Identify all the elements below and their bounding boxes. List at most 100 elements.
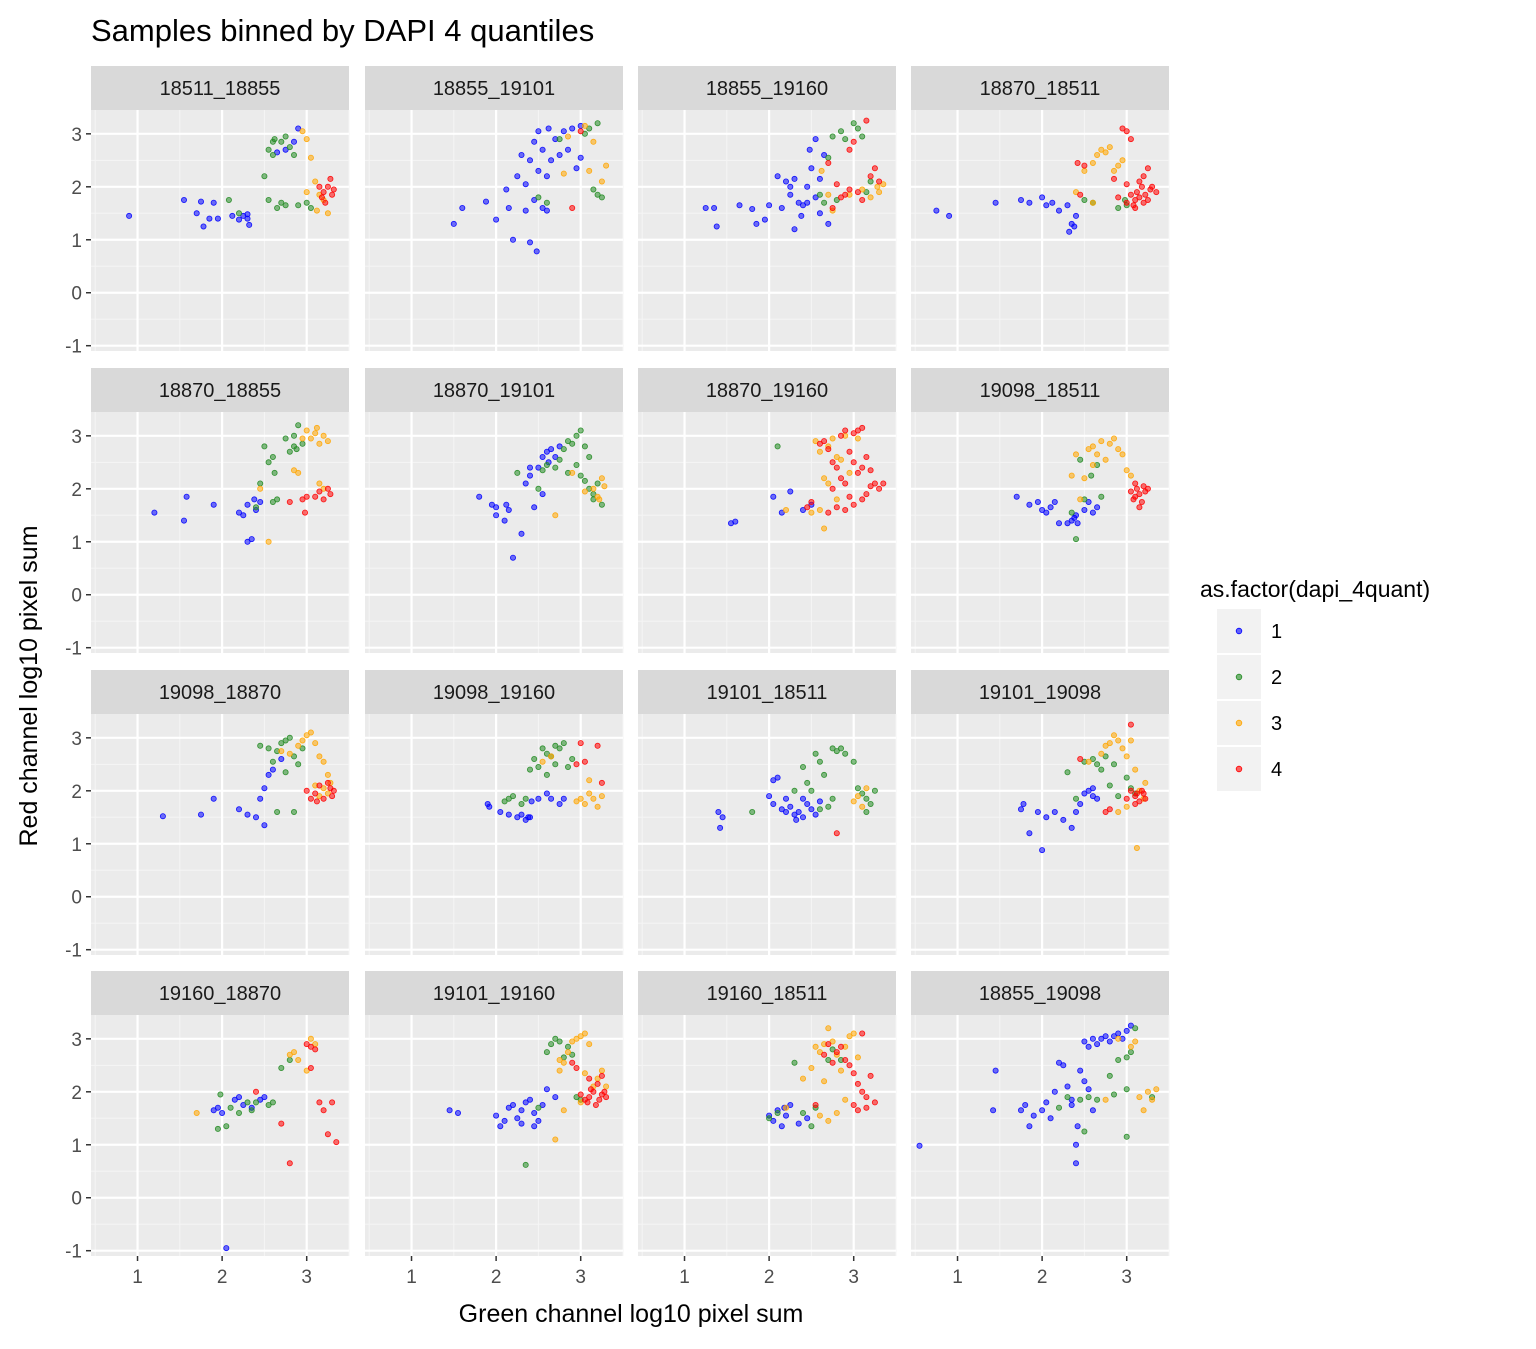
data-point-group-1 — [446, 1107, 453, 1114]
data-point-group-2 — [293, 446, 300, 453]
panel-background — [365, 714, 623, 955]
data-point-group-4 — [1140, 199, 1147, 206]
data-point-group-1 — [1085, 787, 1092, 794]
data-point-group-3 — [299, 737, 306, 744]
data-point-group-1 — [774, 173, 781, 180]
data-point-group-2 — [829, 1046, 836, 1053]
data-point-group-4 — [577, 1091, 584, 1098]
data-point-group-3 — [1136, 1094, 1143, 1101]
data-points — [766, 1025, 878, 1130]
data-point-group-4 — [825, 1041, 832, 1048]
data-point-group-1 — [1068, 824, 1075, 831]
data-point-group-2 — [1056, 1104, 1063, 1111]
data-point-group-4 — [876, 485, 883, 492]
data-point-group-4 — [1136, 504, 1143, 511]
data-point-group-2 — [522, 795, 529, 802]
data-point-group-4 — [587, 1086, 594, 1093]
data-point-group-3 — [603, 162, 610, 169]
data-point-group-4 — [594, 742, 601, 749]
data-point-group-2 — [1098, 493, 1105, 500]
data-points — [450, 120, 610, 255]
data-point-group-3 — [816, 1112, 823, 1119]
data-point-group-4 — [850, 459, 857, 466]
data-point-group-1 — [235, 509, 242, 516]
data-point-group-2 — [535, 194, 542, 201]
data-point-group-1 — [219, 1110, 226, 1117]
facet-label: 18511_18855 — [160, 78, 281, 100]
data-point-group-3 — [324, 210, 331, 217]
data-point-group-2 — [565, 1043, 572, 1050]
data-point-group-1 — [543, 790, 550, 797]
data-point-group-4 — [1140, 790, 1147, 797]
data-point-group-4 — [329, 1099, 336, 1106]
panel-background — [638, 1015, 896, 1256]
gridlines — [638, 412, 897, 653]
data-point-group-3 — [1123, 467, 1130, 474]
data-point-group-1 — [711, 204, 718, 211]
data-point-group-1 — [522, 181, 529, 188]
data-point-group-1 — [151, 509, 158, 516]
data-point-group-2 — [1081, 196, 1088, 203]
data-point-group-2 — [1077, 1096, 1084, 1103]
data-point-group-2 — [271, 136, 278, 143]
data-point-group-2 — [295, 761, 302, 768]
data-point-group-1 — [528, 798, 535, 805]
data-point-group-2 — [569, 756, 576, 763]
data-point-group-4 — [833, 464, 840, 471]
data-point-group-1 — [1073, 809, 1080, 816]
x-tick-label: 2 — [764, 1267, 775, 1288]
data-point-group-4 — [1136, 194, 1143, 201]
data-point-group-2 — [248, 1107, 255, 1114]
data-point-group-1 — [290, 138, 297, 145]
data-point-group-4 — [829, 204, 836, 211]
x-tick-label: 3 — [1121, 1267, 1132, 1288]
data-point-group-2 — [573, 432, 580, 439]
facet-strip — [638, 66, 896, 110]
data-points — [446, 1030, 610, 1168]
data-point-group-3 — [320, 785, 327, 792]
facet-label: 19098_19160 — [433, 682, 555, 704]
data-point-group-3 — [577, 795, 584, 802]
y-tick-label: 1 — [71, 533, 82, 554]
data-point-group-3 — [290, 467, 297, 474]
data-point-group-4 — [1130, 202, 1137, 209]
data-point-group-2 — [863, 809, 870, 816]
data-point-group-4 — [846, 448, 853, 455]
data-point-group-4 — [842, 1057, 849, 1064]
data-point-group-2 — [850, 120, 857, 127]
panel-background — [911, 110, 1169, 351]
data-point-group-1 — [1056, 207, 1063, 214]
y-tick-label: 1 — [71, 231, 82, 252]
data-point-group-1 — [804, 801, 811, 808]
data-point-group-1 — [778, 204, 785, 211]
data-point-group-4 — [569, 1059, 576, 1066]
data-point-group-1 — [1089, 1107, 1096, 1114]
data-point-group-3 — [1102, 456, 1109, 463]
data-point-group-1 — [543, 207, 550, 214]
data-point-group-4 — [833, 181, 840, 188]
facet-panel: 19101_18511 — [638, 670, 897, 955]
data-point-group-3 — [603, 1083, 610, 1090]
data-point-group-4 — [573, 761, 580, 768]
data-point-group-1 — [1026, 199, 1033, 206]
data-point-group-1 — [770, 801, 777, 808]
data-point-group-4 — [842, 191, 849, 198]
y-tick-label: 2 — [71, 1083, 82, 1104]
data-point-group-3 — [598, 793, 605, 800]
data-point-group-4 — [850, 430, 857, 437]
data-point-group-3 — [1115, 162, 1122, 169]
data-point-group-2 — [816, 806, 823, 813]
data-point-group-1 — [543, 173, 550, 180]
data-point-group-1 — [1026, 501, 1033, 508]
data-point-group-1 — [251, 496, 258, 503]
data-point-group-2 — [560, 740, 567, 747]
data-point-group-4 — [1077, 756, 1084, 763]
data-point-group-2 — [290, 753, 297, 760]
data-point-group-2 — [791, 1059, 798, 1066]
data-point-group-1 — [454, 1110, 461, 1117]
data-point-group-2 — [535, 764, 542, 771]
data-point-group-2 — [252, 1099, 259, 1106]
data-point-group-4 — [1123, 128, 1130, 135]
legend-symbol — [1235, 627, 1243, 635]
